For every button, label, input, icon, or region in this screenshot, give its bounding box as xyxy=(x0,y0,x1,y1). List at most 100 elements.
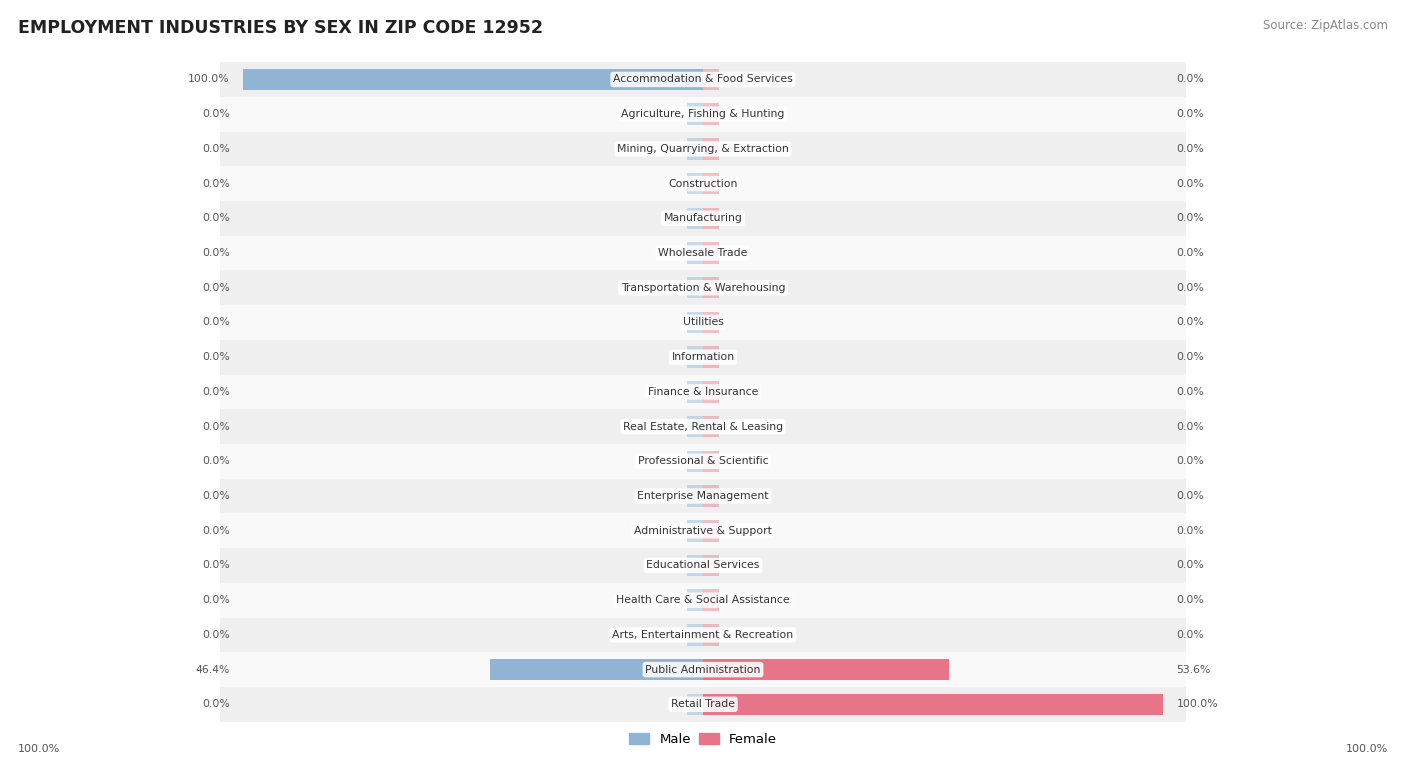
Bar xyxy=(221,687,1185,722)
Bar xyxy=(688,624,703,646)
Text: 0.0%: 0.0% xyxy=(202,387,229,397)
Text: 100.0%: 100.0% xyxy=(1346,744,1388,754)
Text: Enterprise Management: Enterprise Management xyxy=(637,491,769,501)
Text: 0.0%: 0.0% xyxy=(202,352,229,362)
Bar xyxy=(688,312,703,333)
Bar xyxy=(688,138,703,160)
Bar xyxy=(221,409,1185,444)
Bar xyxy=(221,305,1185,340)
Bar xyxy=(703,694,1163,715)
Bar xyxy=(688,555,703,577)
Bar xyxy=(703,138,718,160)
Text: 100.0%: 100.0% xyxy=(1177,699,1218,709)
Bar xyxy=(221,618,1185,653)
Text: 0.0%: 0.0% xyxy=(1177,248,1204,258)
Text: 0.0%: 0.0% xyxy=(202,491,229,501)
Text: Mining, Quarrying, & Extraction: Mining, Quarrying, & Extraction xyxy=(617,144,789,154)
Bar xyxy=(221,270,1185,305)
Text: 0.0%: 0.0% xyxy=(1177,282,1204,293)
Text: 0.0%: 0.0% xyxy=(202,213,229,223)
Bar xyxy=(703,68,718,90)
Text: Manufacturing: Manufacturing xyxy=(664,213,742,223)
Text: 0.0%: 0.0% xyxy=(202,630,229,640)
Bar xyxy=(688,346,703,368)
Bar xyxy=(703,277,718,299)
Text: Source: ZipAtlas.com: Source: ZipAtlas.com xyxy=(1263,19,1388,33)
Text: Retail Trade: Retail Trade xyxy=(671,699,735,709)
Text: 0.0%: 0.0% xyxy=(202,109,229,120)
Text: Finance & Insurance: Finance & Insurance xyxy=(648,387,758,397)
Text: Health Care & Social Assistance: Health Care & Social Assistance xyxy=(616,595,790,605)
Text: Construction: Construction xyxy=(668,178,738,189)
Text: 0.0%: 0.0% xyxy=(202,595,229,605)
Text: 0.0%: 0.0% xyxy=(202,526,229,535)
Bar xyxy=(703,346,718,368)
Text: 0.0%: 0.0% xyxy=(1177,491,1204,501)
Bar xyxy=(221,653,1185,687)
Text: 0.0%: 0.0% xyxy=(202,144,229,154)
Text: 0.0%: 0.0% xyxy=(1177,317,1204,327)
Bar xyxy=(703,590,718,611)
Bar xyxy=(703,173,718,194)
Bar xyxy=(221,444,1185,479)
Text: 0.0%: 0.0% xyxy=(1177,74,1204,85)
Text: 0.0%: 0.0% xyxy=(1177,456,1204,466)
Bar xyxy=(221,166,1185,201)
Text: 0.0%: 0.0% xyxy=(202,248,229,258)
Text: Agriculture, Fishing & Hunting: Agriculture, Fishing & Hunting xyxy=(621,109,785,120)
Bar xyxy=(703,381,718,403)
Text: 0.0%: 0.0% xyxy=(202,282,229,293)
Bar xyxy=(221,131,1185,166)
Bar xyxy=(221,479,1185,514)
Text: 0.0%: 0.0% xyxy=(1177,526,1204,535)
Bar xyxy=(703,103,718,125)
Text: 0.0%: 0.0% xyxy=(202,560,229,570)
Bar xyxy=(688,381,703,403)
Text: 0.0%: 0.0% xyxy=(1177,421,1204,431)
Bar xyxy=(703,555,718,577)
Legend: Male, Female: Male, Female xyxy=(624,728,782,751)
Bar xyxy=(688,694,703,715)
Bar xyxy=(221,583,1185,618)
Text: 0.0%: 0.0% xyxy=(202,421,229,431)
Bar xyxy=(703,451,718,472)
Text: Administrative & Support: Administrative & Support xyxy=(634,526,772,535)
Text: 0.0%: 0.0% xyxy=(202,178,229,189)
Bar xyxy=(703,242,718,264)
Text: Accommodation & Food Services: Accommodation & Food Services xyxy=(613,74,793,85)
Bar xyxy=(489,659,703,681)
Bar xyxy=(688,207,703,229)
Text: 0.0%: 0.0% xyxy=(1177,560,1204,570)
Text: Real Estate, Rental & Leasing: Real Estate, Rental & Leasing xyxy=(623,421,783,431)
Bar xyxy=(688,451,703,472)
Text: Public Administration: Public Administration xyxy=(645,664,761,674)
Text: Educational Services: Educational Services xyxy=(647,560,759,570)
Text: 0.0%: 0.0% xyxy=(202,456,229,466)
Text: Wholesale Trade: Wholesale Trade xyxy=(658,248,748,258)
Text: 46.4%: 46.4% xyxy=(195,664,229,674)
Text: 0.0%: 0.0% xyxy=(202,317,229,327)
Bar xyxy=(703,312,718,333)
Text: 53.6%: 53.6% xyxy=(1177,664,1211,674)
Bar xyxy=(221,201,1185,236)
Bar xyxy=(688,173,703,194)
Bar xyxy=(688,520,703,542)
Bar xyxy=(703,207,718,229)
Bar xyxy=(703,485,718,507)
Text: Transportation & Warehousing: Transportation & Warehousing xyxy=(621,282,785,293)
Bar xyxy=(688,242,703,264)
Bar xyxy=(221,236,1185,270)
Text: EMPLOYMENT INDUSTRIES BY SEX IN ZIP CODE 12952: EMPLOYMENT INDUSTRIES BY SEX IN ZIP CODE… xyxy=(18,19,543,37)
Text: 100.0%: 100.0% xyxy=(18,744,60,754)
Text: 0.0%: 0.0% xyxy=(1177,387,1204,397)
Bar xyxy=(703,520,718,542)
Bar xyxy=(221,375,1185,409)
Bar xyxy=(688,103,703,125)
Bar xyxy=(688,277,703,299)
Bar xyxy=(688,590,703,611)
Text: 0.0%: 0.0% xyxy=(1177,213,1204,223)
Text: 0.0%: 0.0% xyxy=(1177,630,1204,640)
Bar xyxy=(221,62,1185,97)
Text: 0.0%: 0.0% xyxy=(1177,595,1204,605)
Text: 0.0%: 0.0% xyxy=(1177,178,1204,189)
